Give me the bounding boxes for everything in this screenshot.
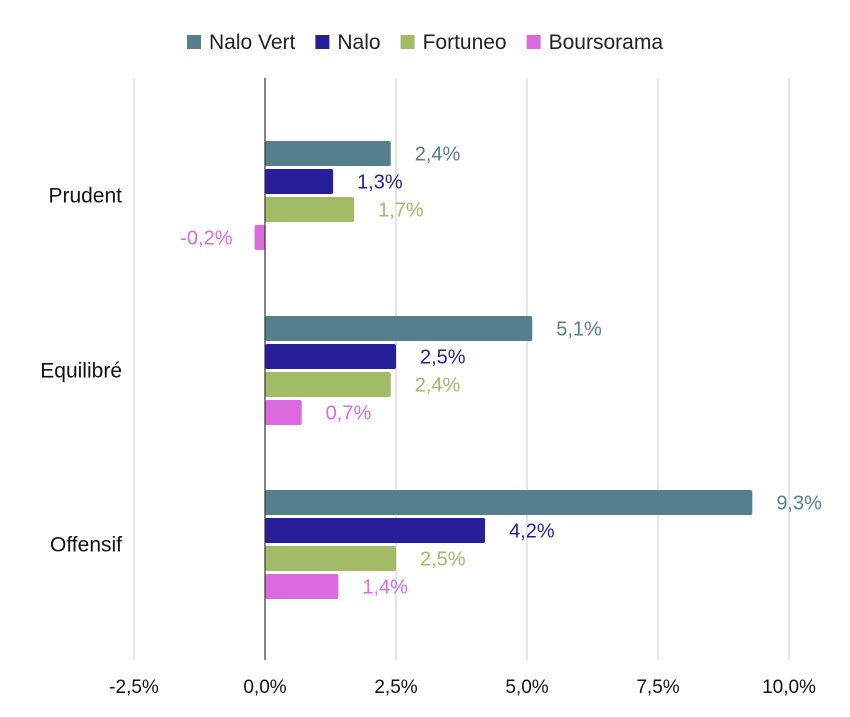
- legend-label: Fortuneo: [423, 31, 507, 54]
- data-label: 4,2%: [509, 521, 555, 543]
- bar: [254, 225, 265, 250]
- bar: [265, 344, 396, 369]
- legend-swatch: [315, 35, 330, 49]
- legend-label: Boursorama: [549, 31, 664, 54]
- bar: [265, 490, 753, 515]
- data-label: 0,7%: [326, 403, 372, 425]
- x-tick-label: -2,5%: [109, 677, 159, 698]
- x-tick-label: 0,0%: [243, 677, 286, 698]
- bar: [265, 141, 391, 166]
- legend-swatch: [186, 35, 201, 49]
- data-label: 5,1%: [556, 319, 602, 341]
- data-label: 1,7%: [378, 200, 424, 222]
- x-tick-label: 2,5%: [374, 677, 417, 698]
- legend-swatch: [400, 35, 415, 49]
- data-label: 2,4%: [415, 144, 461, 166]
- x-tick-label: 10,0%: [762, 677, 816, 698]
- gridlines: [133, 78, 790, 660]
- bar: [265, 400, 302, 425]
- legend-label: Nalo Vert: [209, 31, 296, 54]
- category-label: Equilibré: [40, 360, 122, 383]
- data-label: 2,4%: [415, 375, 461, 397]
- legend-label: Nalo: [337, 31, 380, 54]
- bar: [265, 316, 533, 341]
- bar: [265, 546, 396, 571]
- legend-swatch: [526, 35, 541, 49]
- axes: -2,5% 0,0% 2,5% 5,0% 7,5% 10,0% Prudent Equilib…: [40, 78, 816, 698]
- data-label: 1,4%: [362, 577, 408, 599]
- x-tick-label: 7,5%: [636, 677, 679, 698]
- category-label: Offensif: [50, 534, 122, 557]
- data-label: 2,5%: [420, 347, 466, 369]
- data-label: -0,2%: [180, 228, 232, 250]
- bar: [265, 518, 486, 543]
- data-label: 1,3%: [357, 172, 403, 194]
- data-label: 9,3%: [776, 493, 822, 515]
- bar: [265, 197, 355, 222]
- data-labels: 2,4% 5,1% 9,3% 1,3% 2,5% 4,2% 1,7% 2,4% 2,5% -0,2…: [180, 144, 822, 599]
- category-label: Prudent: [48, 185, 122, 208]
- bar: [265, 574, 339, 599]
- legend: Nalo Vert Nalo Fortuneo Boursorama: [186, 31, 664, 54]
- x-tick-label: 5,0%: [505, 677, 548, 698]
- bars: [254, 141, 753, 599]
- bar: [265, 169, 334, 194]
- data-label: 2,5%: [420, 549, 466, 571]
- bar: [265, 372, 391, 397]
